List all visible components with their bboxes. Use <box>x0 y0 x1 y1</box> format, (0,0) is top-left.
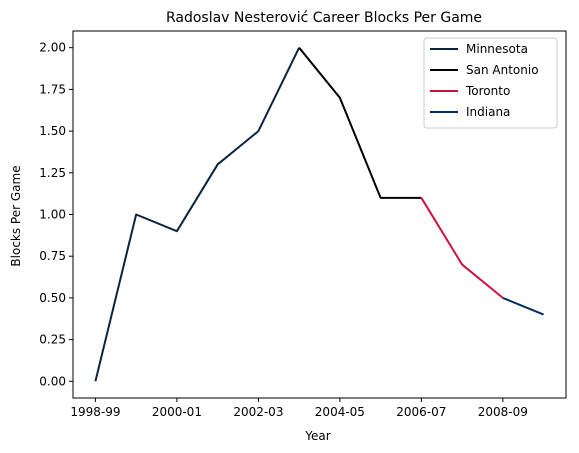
x-tick-label: 2000-01 <box>152 405 202 419</box>
y-tick-label: 1.75 <box>39 82 66 96</box>
connector-line <box>257 47 301 132</box>
x-axis-label: Year <box>304 429 330 443</box>
y-tick-label: 0.50 <box>39 291 66 305</box>
series-line-minnesota <box>94 130 260 382</box>
y-tick-label: 1.00 <box>39 208 66 222</box>
y-tick-label: 1.50 <box>39 124 66 138</box>
legend-box <box>423 37 558 129</box>
x-tick-label: 2008-09 <box>478 405 528 419</box>
x-tick-label: 2006-07 <box>396 405 446 419</box>
series-line-toronto <box>420 197 504 299</box>
y-tick-label: 0.75 <box>39 249 66 263</box>
y-tick-label: 1.25 <box>39 166 66 180</box>
y-tick-label: 2.00 <box>39 41 66 55</box>
legend-label-toronto: Toronto <box>465 84 510 98</box>
legend: Minnesota San Antonio Toronto Indiana <box>423 37 558 129</box>
y-tick-label: 0.25 <box>39 333 66 347</box>
legend-label-san-antonio: San Antonio <box>466 63 539 77</box>
x-tick-label: 1998-99 <box>70 405 120 419</box>
y-tick-label: 0.00 <box>39 374 66 388</box>
legend-label-indiana: Indiana <box>466 105 510 119</box>
plot-area: 0.00 0.25 0.50 0.75 1.00 1.25 1.50 1.75 2.00 1998… <box>39 30 567 419</box>
legend-label-minnesota: Minnesota <box>466 42 528 56</box>
x-tick-label: 2002-03 <box>233 405 283 419</box>
series-line-indiana <box>502 296 544 316</box>
series-line-san-antonio <box>298 47 422 199</box>
y-axis-label: Blocks Per Game <box>9 165 23 266</box>
x-tick-label: 2004-05 <box>315 405 365 419</box>
chart-title: Radoslav Nesterović Career Blocks Per Ga… <box>166 10 482 26</box>
